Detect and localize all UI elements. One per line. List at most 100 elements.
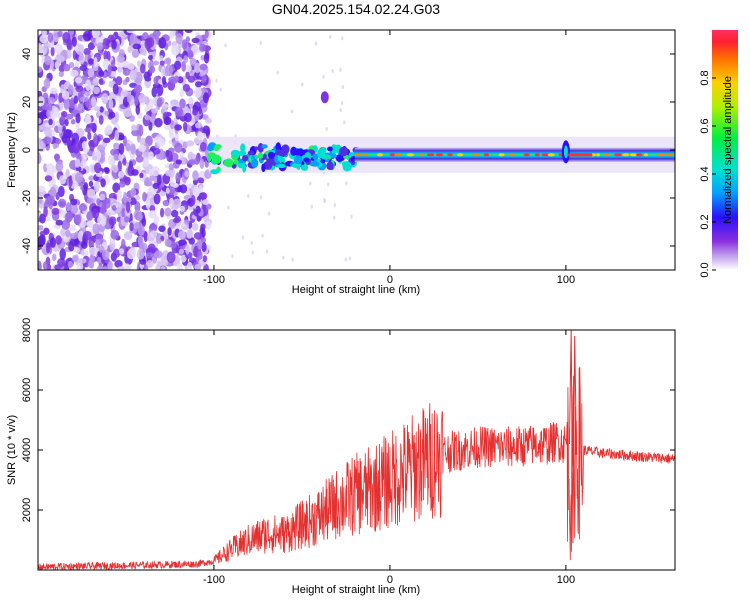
noise-speckle: [105, 198, 111, 204]
faint-speckle: [265, 249, 269, 254]
faint-speckle: [331, 68, 334, 73]
noise-speckle: [98, 245, 105, 253]
noise-speckle: [89, 253, 94, 265]
noise-speckle: [96, 198, 101, 206]
noise-speckle: [79, 65, 88, 72]
colorbar-tick-label: 0.2: [699, 214, 711, 229]
band-hotspot: [389, 153, 395, 157]
noise-speckle: [153, 193, 161, 205]
band-blob: [262, 153, 267, 160]
noise-speckle: [64, 118, 69, 127]
noise-speckle: [108, 111, 116, 119]
noise-speckle: [61, 90, 70, 100]
band-hotspot: [395, 153, 402, 157]
noise-speckle: [86, 210, 94, 222]
noise-speckle: [129, 114, 135, 122]
noise-speckle: [200, 223, 206, 231]
noise-speckle: [187, 97, 193, 105]
faint-speckle: [344, 257, 347, 262]
band-hotspot: [456, 153, 464, 157]
noise-speckle: [69, 224, 76, 232]
signal-band: [354, 147, 675, 162]
noise-speckle: [193, 86, 202, 98]
noise-speckle: [38, 106, 43, 112]
noise-speckle: [169, 131, 175, 139]
faint-speckle: [250, 241, 253, 246]
noise-speckle: [75, 113, 81, 124]
noise-speckle: [56, 55, 65, 63]
band-blob: [242, 155, 249, 162]
band-blob: [277, 150, 288, 157]
noise-speckle: [172, 198, 182, 209]
colorbar-label: Normalized spectral amplitude: [722, 76, 734, 224]
noise-speckle: [104, 167, 110, 174]
noise-speckle: [127, 165, 133, 174]
figure-title: GN04.2025.154.02.24.G03: [272, 1, 440, 17]
band-blob: [277, 163, 286, 169]
noise-speckle: [44, 175, 53, 182]
noise-speckle: [147, 151, 154, 161]
faint-speckle: [310, 204, 314, 209]
noise-speckle: [94, 162, 102, 174]
noise-speckle: [44, 55, 52, 66]
noise-speckle: [111, 204, 116, 211]
band-blob: [247, 150, 255, 156]
noise-speckle: [79, 96, 89, 102]
noise-speckle: [112, 142, 120, 150]
noise-speckle: [142, 191, 147, 202]
noise-speckle: [92, 223, 100, 235]
spectrogram-heatmap: [38, 30, 675, 270]
noise-speckle: [113, 153, 119, 161]
band-hotspot: [523, 153, 530, 157]
x-tick-label: 100: [557, 274, 575, 286]
noise-speckle: [67, 260, 74, 269]
noise-speckle: [121, 238, 126, 251]
y-tick-label: 4000: [21, 438, 33, 462]
y-tick-label: 0: [21, 147, 33, 153]
noise-speckle: [95, 239, 101, 249]
noise-speckle: [86, 197, 94, 205]
band-hotspot: [447, 153, 453, 157]
noise-speckle: [38, 139, 44, 150]
band-blob: [338, 146, 349, 157]
noise-speckle: [118, 181, 126, 188]
noise-speckle: [63, 82, 70, 91]
snr-xlabel: Height of straight line (km): [292, 584, 420, 596]
noise-speckle: [66, 201, 71, 212]
noise-speckle: [124, 111, 132, 117]
noise-speckle: [189, 57, 197, 67]
noise-speckle: [114, 111, 120, 123]
noise-speckle: [95, 37, 104, 45]
noise-speckle: [117, 66, 123, 73]
noise-speckle: [170, 120, 175, 130]
noise-speckle: [174, 132, 180, 142]
noise-speckle: [197, 239, 203, 250]
noise-speckle: [175, 159, 182, 165]
band-blob: [233, 159, 239, 165]
y-tick-label: 20: [21, 96, 33, 108]
noise-speckle: [70, 198, 78, 206]
noise-speckle: [72, 254, 79, 263]
noise-speckle: [74, 158, 81, 168]
peak-spike-core: [563, 145, 568, 159]
noise-speckle: [64, 211, 73, 223]
noise-speckle: [118, 152, 124, 163]
noise-speckle: [129, 197, 137, 205]
band-hotspot: [483, 153, 490, 157]
band-hotspot: [541, 153, 550, 157]
noise-speckle: [160, 190, 166, 197]
noise-speckle: [192, 186, 200, 198]
noise-speckle: [118, 134, 125, 141]
noise-speckle: [203, 92, 209, 104]
noise-speckle: [192, 170, 199, 181]
noise-speckle: [49, 237, 57, 248]
colorbar-tick-label: 0.4: [699, 166, 711, 181]
noise-speckle: [121, 90, 130, 97]
noise-speckle: [144, 181, 153, 187]
noise-speckle: [194, 62, 201, 74]
noise-speckle: [61, 111, 68, 117]
noise-speckle: [52, 142, 58, 150]
noise-speckle: [67, 84, 74, 96]
band-blob: [293, 155, 303, 165]
noise-speckle: [147, 187, 154, 199]
